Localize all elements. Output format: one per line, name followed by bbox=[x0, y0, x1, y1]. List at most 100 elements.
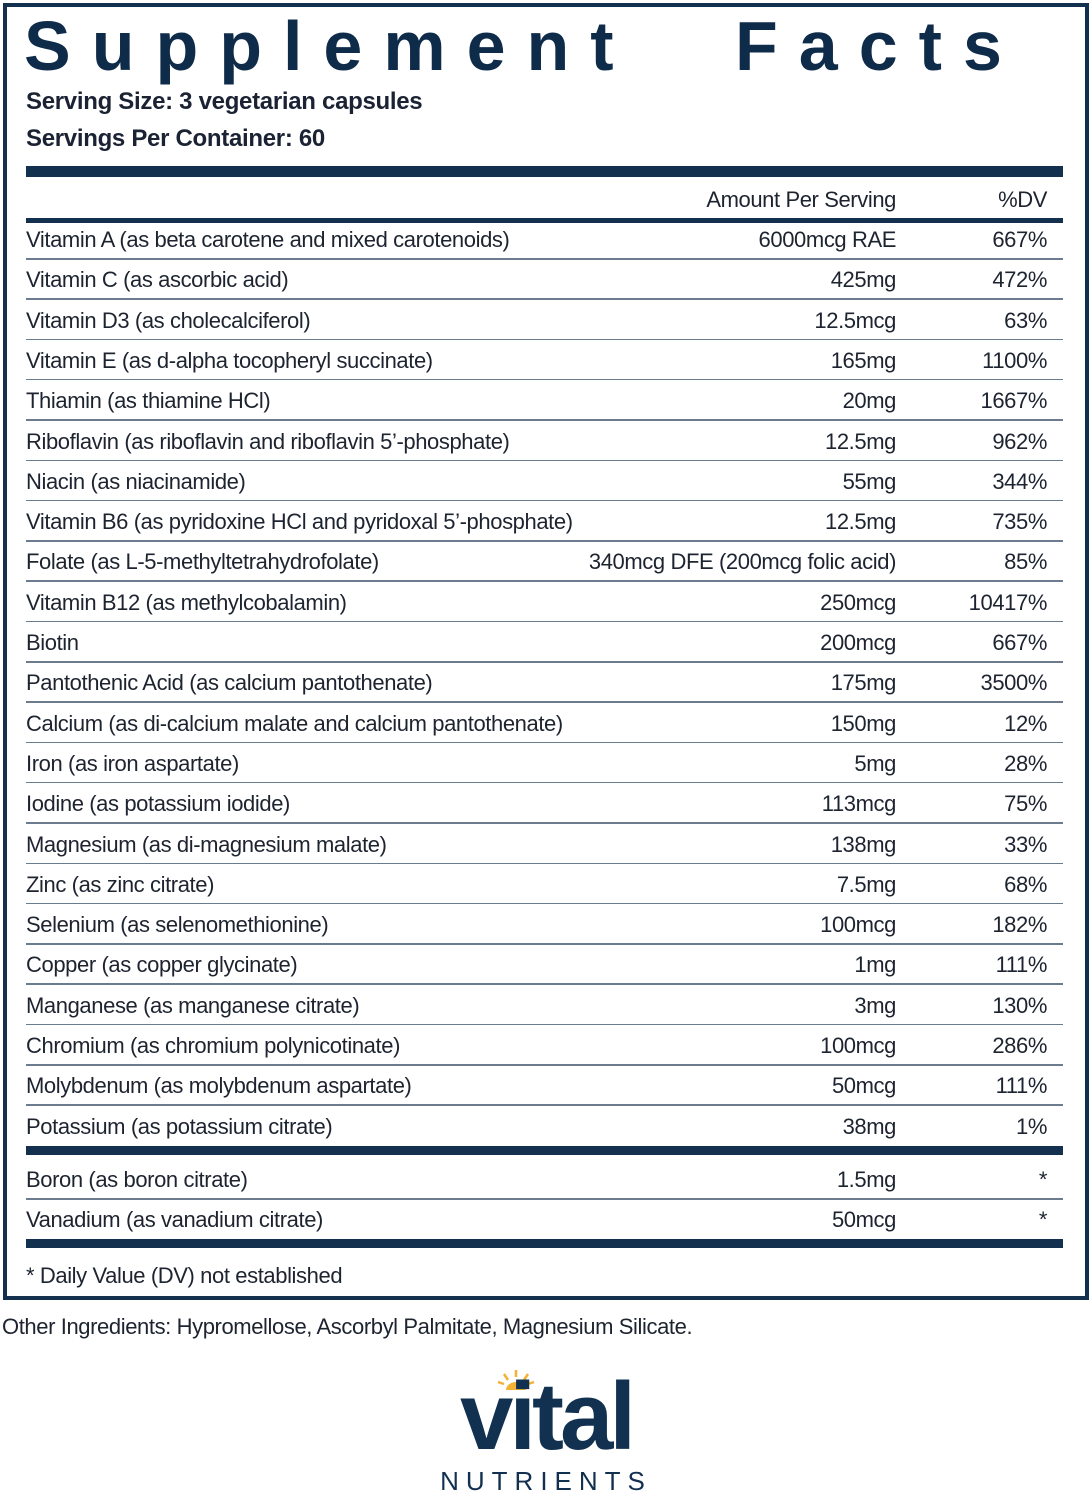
nutrient-dv: 63% bbox=[1004, 307, 1047, 333]
row-rule bbox=[26, 983, 1063, 985]
nutrient-name: Riboflavin (as riboflavin and riboflavin… bbox=[26, 428, 510, 454]
nutrient-name: Vitamin E (as d-alpha tocopheryl succina… bbox=[26, 347, 433, 373]
nutrient-dv: 75% bbox=[1004, 791, 1047, 817]
label-title: Supplement Facts bbox=[24, 7, 1023, 85]
nutrient-dv: 472% bbox=[992, 267, 1047, 293]
nutrient-amount: 12.5mcg bbox=[814, 307, 896, 333]
row-rule bbox=[26, 419, 1063, 421]
nutrient-amount: 50mcg bbox=[831, 1073, 896, 1099]
nutrient-dv: 111% bbox=[995, 952, 1048, 978]
nutrient-name: Magnesium (as di-magnesium malate) bbox=[26, 831, 387, 857]
nutrient-dv: 28% bbox=[1004, 750, 1047, 776]
nutrient-dv: * bbox=[1038, 1167, 1048, 1192]
nutrient-name: Vanadium (as vanadium citrate) bbox=[26, 1207, 323, 1233]
serving-size: Serving Size: 3 vegetarian capsules bbox=[26, 88, 423, 115]
nutrient-dv: 344% bbox=[992, 468, 1047, 494]
row-rule bbox=[26, 540, 1063, 542]
nutrient-name: Thiamin (as thiamine HCl) bbox=[26, 388, 271, 414]
nutrient-amount: 12.5mg bbox=[825, 509, 896, 535]
nutrient-amount: 38mg bbox=[842, 1113, 897, 1139]
nutrient-dv: 667% bbox=[992, 630, 1047, 655]
section-rule bbox=[26, 1239, 1063, 1249]
nutrient-dv: * bbox=[1038, 1207, 1048, 1233]
thick-rule bbox=[26, 166, 1063, 177]
nutrient-amount: 1mg bbox=[854, 952, 896, 978]
nutrient-name: Vitamin D3 (as cholecalciferol) bbox=[26, 307, 311, 333]
nutrient-amount: 340mcg DFE (200mcg folic acid) bbox=[588, 549, 897, 575]
nutrient-amount: 12.5mg bbox=[825, 428, 896, 454]
nutrient-name: Folate (as L-5-methyltetrahydrofolate) bbox=[26, 549, 379, 575]
nutrient-amount: 20mg bbox=[842, 388, 897, 414]
nutrient-amount: 113mcg bbox=[821, 791, 897, 817]
nutrient-name: Pantothenic Acid (as calcium pantothenat… bbox=[26, 670, 433, 696]
nutrient-amount: 50mcg bbox=[831, 1207, 896, 1233]
nutrient-amount: 6000mcg RAE bbox=[758, 227, 897, 252]
header-dv: %DV bbox=[998, 187, 1047, 212]
row-rule bbox=[26, 1198, 1063, 1200]
nutrient-amount: 5mg bbox=[854, 750, 896, 776]
row-rule bbox=[26, 1104, 1063, 1106]
row-rule bbox=[26, 781, 1063, 784]
nutrient-amount: 250mcg bbox=[820, 589, 896, 615]
row-rule bbox=[26, 580, 1063, 582]
nutrient-name: Vitamin C (as ascorbic acid) bbox=[26, 267, 289, 293]
nutrient-amount: 7.5mg bbox=[836, 871, 897, 897]
nutrient-dv: 12% bbox=[1004, 710, 1047, 736]
nutrient-amount: 150mg bbox=[830, 710, 897, 736]
nutrient-dv: 130% bbox=[992, 992, 1047, 1018]
row-rule bbox=[26, 459, 1063, 461]
nutrient-name: Boron (as boron citrate) bbox=[26, 1167, 248, 1192]
nutrient-dv: 1667% bbox=[980, 388, 1047, 414]
nutrient-name: Iodine (as potassium iodide) bbox=[26, 791, 290, 817]
row-rule bbox=[26, 338, 1063, 341]
nutrient-amount: 100mcg bbox=[820, 1033, 896, 1058]
nutrient-amount: 100mcg bbox=[820, 912, 896, 938]
nutrient-dv: 33% bbox=[1004, 831, 1047, 857]
logo-sun bbox=[497, 1370, 535, 1390]
nutrient-amount: 175mg bbox=[830, 670, 897, 696]
nutrient-amount: 1.5mg bbox=[836, 1167, 897, 1192]
nutrient-amount: 55mg bbox=[842, 468, 897, 494]
nutrient-name: Potassium (as potassium citrate) bbox=[26, 1113, 333, 1139]
nutrient-amount: 3mg bbox=[854, 992, 896, 1018]
nutrient-name: Biotin bbox=[26, 630, 79, 655]
nutrient-dv: 1100% bbox=[982, 347, 1047, 373]
nutrient-dv: 3500% bbox=[980, 670, 1047, 696]
nutrient-name: Vitamin B12 (as methylcobalamin) bbox=[26, 589, 347, 615]
nutrient-dv: 68% bbox=[1004, 871, 1047, 897]
nutrient-amount: 165mg bbox=[830, 347, 897, 373]
row-rule bbox=[26, 258, 1063, 260]
nutrient-name: Niacin (as niacinamide) bbox=[26, 468, 246, 494]
nutrient-dv: 667% bbox=[992, 227, 1047, 252]
nutrient-name: Zinc (as zinc citrate) bbox=[26, 871, 215, 897]
nutrient-dv: 1% bbox=[1016, 1113, 1047, 1139]
nutrient-dv: 182% bbox=[992, 912, 1047, 938]
row-rule bbox=[26, 701, 1063, 703]
row-rule bbox=[26, 620, 1063, 623]
nutrient-name: Iron (as iron aspartate) bbox=[26, 750, 239, 776]
nutrient-amount: 200mcg bbox=[820, 630, 896, 655]
row-rule bbox=[26, 862, 1063, 864]
footnote: * Daily Value (DV) not established bbox=[26, 1263, 343, 1288]
nutrient-name: Manganese (as manganese citrate) bbox=[26, 992, 360, 1018]
nutrient-name: Molybdenum (as molybdenum aspartate) bbox=[26, 1073, 412, 1099]
nutrient-name: Calcium (as di-calcium malate and calciu… bbox=[26, 710, 563, 736]
other-ingredients: Other Ingredients: Hypromellose, Ascorby… bbox=[2, 1314, 693, 1339]
nutrient-name: Copper (as copper glycinate) bbox=[26, 952, 298, 978]
nutrient-dv: 10417% bbox=[968, 589, 1048, 615]
nutrient-name: Selenium (as selenomethionine) bbox=[26, 912, 329, 938]
row-rule bbox=[26, 298, 1063, 300]
header-amount: Amount Per Serving bbox=[706, 187, 896, 212]
nutrient-name: Chromium (as chromium polynicotinate) bbox=[26, 1033, 400, 1058]
label-border bbox=[3, 3, 1089, 1300]
row-rule bbox=[26, 1064, 1063, 1066]
nutrient-dv: 962% bbox=[992, 428, 1047, 454]
nutrient-dv: 735% bbox=[992, 509, 1047, 535]
row-rule bbox=[26, 741, 1063, 744]
nutrient-dv: 111% bbox=[995, 1073, 1048, 1099]
row-rule bbox=[26, 661, 1063, 663]
header-rule bbox=[26, 218, 1063, 223]
row-rule bbox=[26, 499, 1063, 502]
row-rule bbox=[26, 943, 1063, 945]
